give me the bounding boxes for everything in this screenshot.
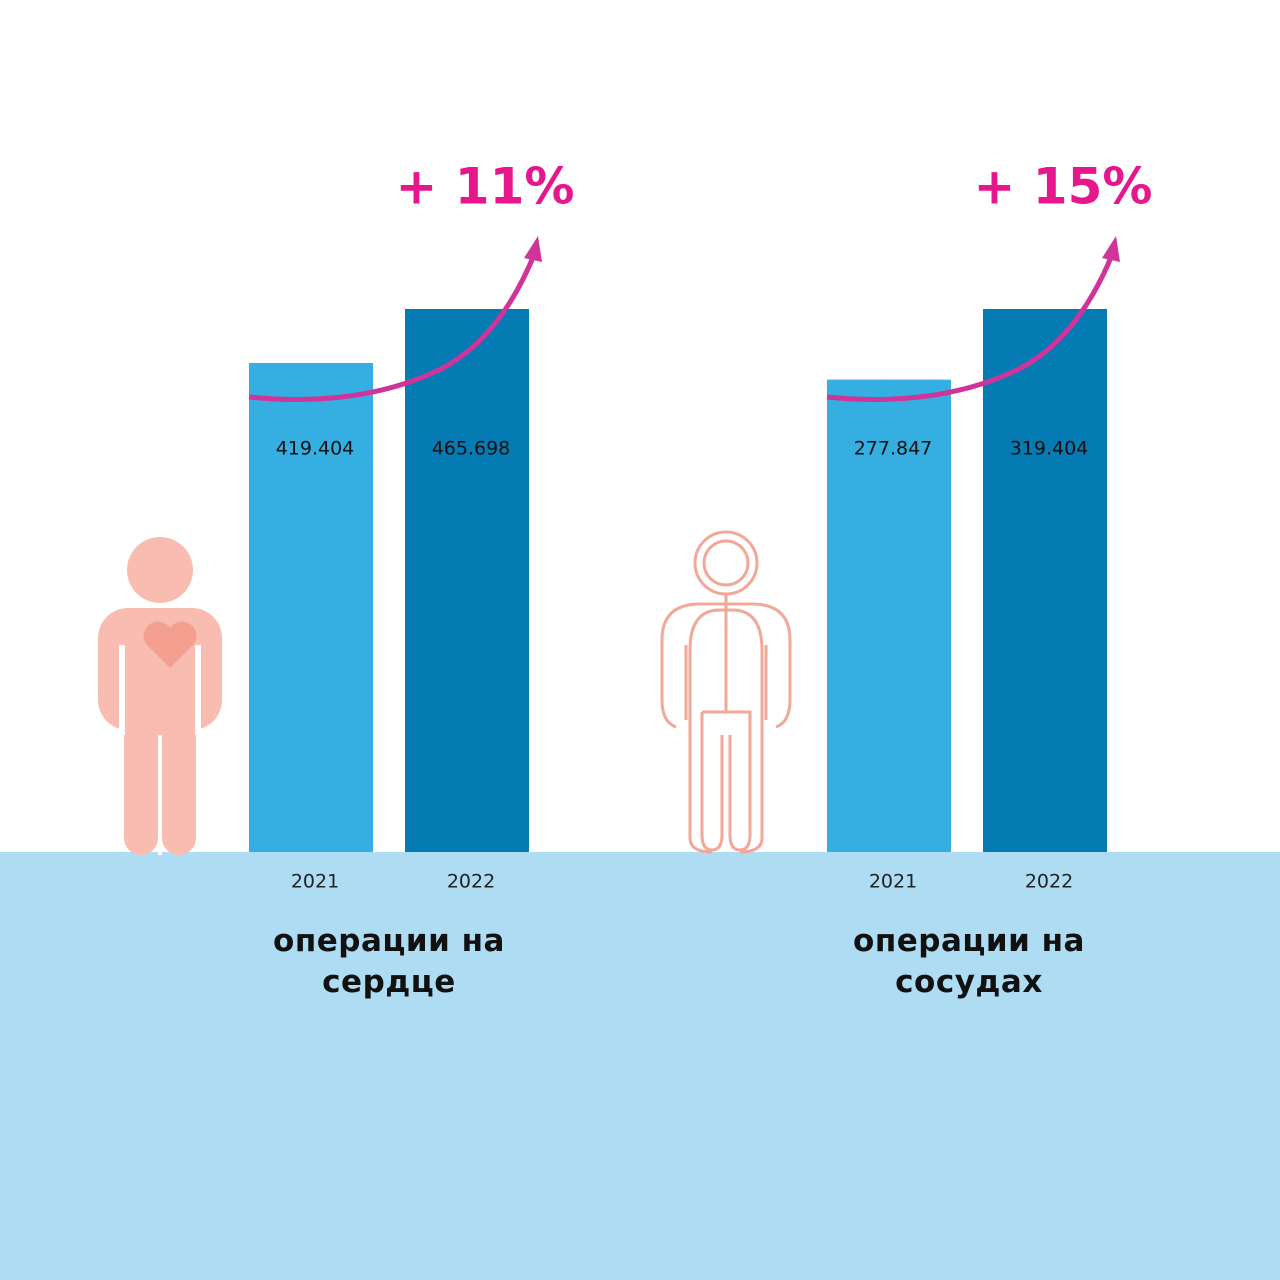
bar <box>249 362 373 852</box>
bar <box>983 309 1107 852</box>
value-label: 277.847 <box>854 438 933 460</box>
chart-title: операции на сердце <box>273 923 505 1000</box>
vessel-figure <box>660 530 792 854</box>
bar <box>405 309 529 852</box>
heart-figure <box>98 537 222 855</box>
value-label: 319.404 <box>1010 438 1089 460</box>
value-label: 465.698 <box>432 438 511 460</box>
growth-arrow <box>248 254 537 402</box>
x-tick-label: 2021 <box>869 871 917 893</box>
value-label: 419.404 <box>276 438 355 460</box>
arrow-head <box>1102 236 1120 262</box>
chart-title: операции на сосудах <box>853 923 1085 1000</box>
x-tick-label: 2022 <box>1025 871 1073 893</box>
arrow-head <box>524 236 542 262</box>
annotation: + 11% <box>396 158 575 216</box>
bar <box>827 379 951 852</box>
x-tick-label: 2021 <box>291 871 339 893</box>
x-tick-label: 2022 <box>447 871 495 893</box>
growth-arrow <box>826 254 1115 402</box>
annotation: + 15% <box>974 158 1153 216</box>
ground <box>0 852 1280 1280</box>
